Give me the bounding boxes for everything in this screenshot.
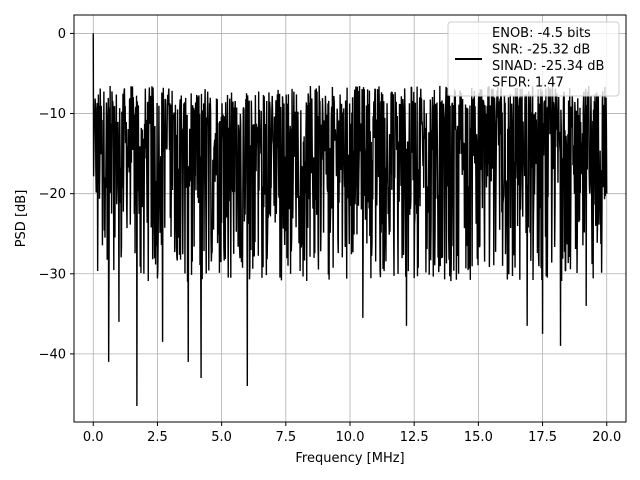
- y-tick-label: −30: [39, 267, 66, 282]
- plot-area: [92, 33, 608, 406]
- y-axis-label: PSD [dB]: [14, 190, 29, 248]
- x-tick-label: 17.5: [528, 430, 557, 445]
- legend: ENOB: -4.5 bits SNR: -25.32 dB SINAD: -2…: [447, 21, 620, 97]
- x-tick-label: 10.0: [336, 430, 365, 445]
- legend-entry-enob: ENOB: -4.5 bits: [492, 26, 591, 41]
- x-tick-label: 5.0: [211, 430, 232, 445]
- x-tick-label: 20.0: [592, 430, 621, 445]
- y-tick-label: −10: [39, 107, 66, 122]
- y-tick-label: 0: [58, 27, 66, 42]
- x-tick-label: 12.5: [400, 430, 429, 445]
- legend-box: [447, 21, 620, 97]
- x-tick-label: 15.0: [464, 430, 493, 445]
- x-tick-label: 7.5: [275, 430, 296, 445]
- ticks: 0.0 2.5 5.0 7.5 10.0 12.5 15.0 17.5 20.0 0 −10 −20 −…: [39, 27, 622, 445]
- legend-entry-sfdr: SFDR: 1.47: [492, 76, 564, 91]
- x-tick-label: 2.5: [147, 430, 168, 445]
- x-axis-label: Frequency [MHz]: [295, 451, 404, 466]
- y-tick-label: −40: [39, 347, 66, 362]
- legend-entry-sinad: SINAD: -25.34 dB: [492, 59, 604, 74]
- y-tick-label: −20: [39, 187, 66, 202]
- x-tick-label: 0.0: [83, 430, 104, 445]
- legend-entry-snr: SNR: -25.32 dB: [492, 43, 590, 58]
- psd-series-line: [92, 33, 608, 406]
